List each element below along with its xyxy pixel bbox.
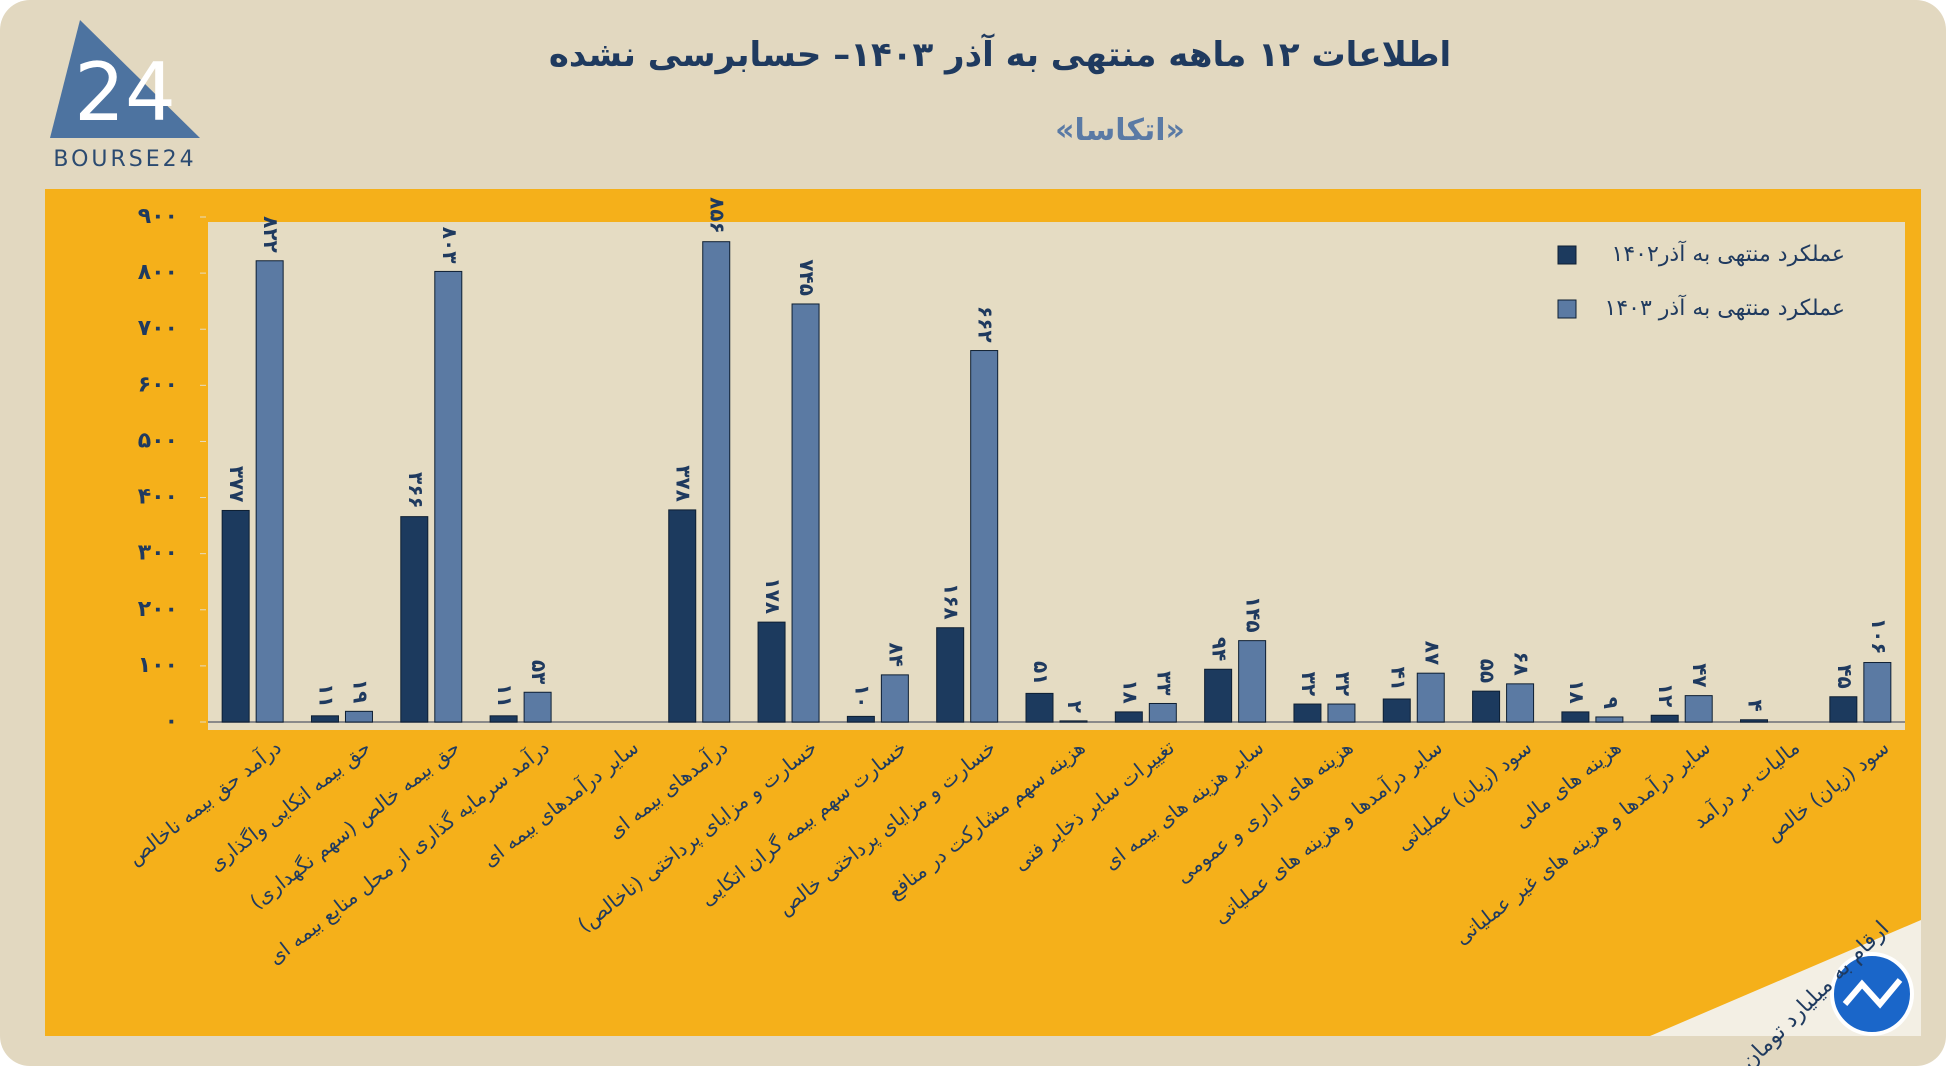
value-label: ۳۷۸ — [672, 465, 696, 502]
bar — [434, 270, 463, 723]
value-label: ۵۳ — [527, 660, 551, 684]
bar — [668, 509, 697, 723]
value-label: ۹۴ — [1208, 637, 1232, 661]
bar — [489, 715, 518, 723]
bar — [702, 241, 731, 723]
value-label: ۴ — [1744, 700, 1768, 712]
value-label: ۴۱ — [1386, 667, 1410, 691]
corner-logo-arrow — [1842, 978, 1903, 1009]
value-label: ۸۴ — [884, 642, 908, 666]
value-label: ۱۲ — [1654, 683, 1678, 707]
bar — [1416, 672, 1445, 723]
bar — [970, 350, 999, 723]
chart-title: اطلاعات ۱۲ ماهه منتهی به آذر ۱۴۰۳– حسابر… — [549, 33, 1451, 75]
y-tick-label: ۹۰۰ — [138, 204, 178, 229]
value-label: ۸۵۶ — [706, 197, 730, 234]
value-label: ۷۴۵ — [795, 259, 819, 296]
value-label: ۱۸ — [1118, 679, 1142, 703]
y-tick-label: ۲۰۰ — [138, 597, 178, 622]
value-label: ۳۲ — [1297, 672, 1321, 696]
bar — [255, 260, 284, 723]
bar — [310, 715, 339, 723]
value-label: ۹ — [1599, 697, 1623, 709]
logo-mark: 24 — [74, 46, 176, 139]
y-tick-label: ۸۰۰ — [138, 260, 178, 285]
bar — [344, 710, 373, 723]
bar — [1204, 668, 1233, 723]
value-label: ۱۰ — [850, 684, 874, 708]
value-label: ۱۷۸ — [761, 577, 785, 614]
bar — [1740, 719, 1769, 723]
value-label: ۲ — [1063, 701, 1087, 713]
bar — [400, 516, 429, 723]
value-label: ۵۱ — [1029, 661, 1053, 685]
value-label: ۱۶۸ — [940, 583, 964, 620]
bar — [757, 621, 786, 723]
value-label: ۱۱ — [314, 683, 338, 707]
legend-label: عملکرد منتهی به آذر۱۴۰۲ — [1612, 240, 1845, 267]
bar — [1561, 711, 1590, 723]
value-label: ۶۶۲ — [974, 306, 998, 343]
bar — [1506, 683, 1535, 723]
value-label: ۱۰۶ — [1867, 618, 1891, 655]
bar — [1327, 703, 1356, 723]
bar — [1863, 662, 1892, 723]
bar — [1829, 696, 1858, 723]
value-label: ۸۷ — [1420, 641, 1444, 665]
y-tick-label: ۷۰۰ — [138, 316, 178, 341]
y-tick-label: ۵۰۰ — [138, 428, 178, 453]
bar — [1595, 716, 1624, 723]
value-label: ۸۲۲ — [259, 216, 283, 253]
logo-text: BOURSE24 — [53, 147, 196, 172]
value-label: ۵۵ — [1476, 659, 1500, 683]
value-label: ۶۸ — [1510, 651, 1534, 675]
bar — [936, 627, 965, 723]
value-label: ۴۷ — [1688, 663, 1712, 687]
bar — [1472, 690, 1501, 723]
y-tick-label: ۰ — [165, 709, 178, 734]
bar — [221, 509, 250, 723]
value-label: ۱۹ — [348, 679, 372, 703]
bar — [1650, 714, 1679, 723]
value-label: ۳۳ — [1152, 671, 1176, 695]
bar — [1382, 698, 1411, 723]
bar — [1238, 640, 1267, 723]
bar — [1025, 692, 1054, 723]
y-tick-label: ۱۰۰ — [138, 653, 178, 678]
bar — [1114, 711, 1143, 723]
legend-swatch — [1557, 299, 1577, 319]
value-label: ۱۴۵ — [1242, 596, 1266, 633]
bar — [523, 691, 552, 723]
value-label: ۳۶۶ — [404, 472, 428, 509]
legend-swatch — [1557, 245, 1577, 265]
y-tick-label: ۶۰۰ — [138, 372, 178, 397]
bar — [1293, 703, 1322, 723]
legend-label: عملکرد منتهی به آذر ۱۴۰۳ — [1605, 294, 1845, 321]
logo-triangle — [50, 20, 200, 138]
bar — [1059, 720, 1088, 723]
bar — [1148, 702, 1177, 723]
value-label: ۳۷۷ — [225, 466, 249, 503]
chart-subtitle: «اتکاسا» — [1055, 113, 1185, 148]
value-label: ۳۲ — [1331, 672, 1355, 696]
value-label: ۴۵ — [1833, 664, 1857, 688]
bar — [846, 715, 875, 723]
y-tick-label: ۴۰۰ — [138, 485, 178, 510]
y-tick-label: ۳۰۰ — [138, 541, 178, 566]
bar — [880, 674, 909, 723]
plot-area — [208, 222, 1905, 730]
value-label: ۱۱ — [493, 683, 517, 707]
bar — [1684, 695, 1713, 723]
value-label: ۱۸ — [1565, 679, 1589, 703]
bar — [791, 303, 820, 723]
value-label: ۸۰۳ — [438, 227, 462, 264]
